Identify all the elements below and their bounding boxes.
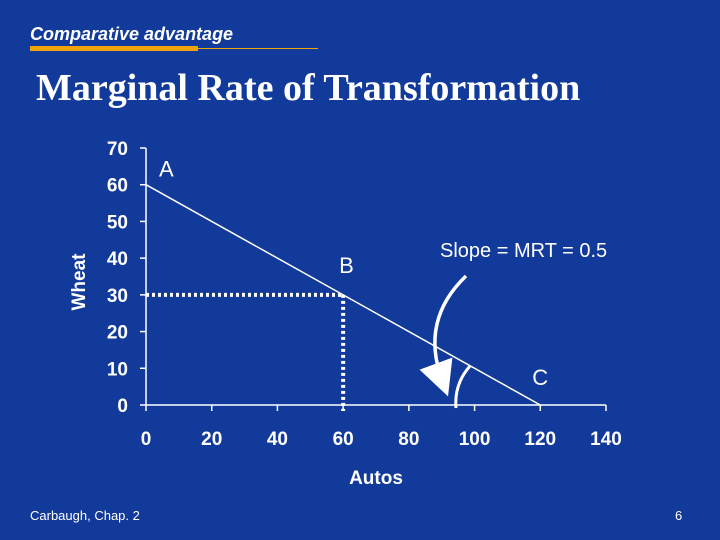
- x-tick-label: 120: [524, 429, 556, 450]
- point-label-a: A: [159, 157, 174, 182]
- x-tick-label: 60: [333, 429, 354, 450]
- y-tick-label: 20: [107, 323, 128, 344]
- y-tick-label: 40: [107, 249, 128, 270]
- footer-source: Carbaugh, Chap. 2: [30, 508, 140, 523]
- x-tick-label: 80: [398, 429, 419, 450]
- x-tick-label: 100: [459, 429, 491, 450]
- x-tick-label: 20: [201, 429, 222, 450]
- ppf-line: [145, 184, 541, 406]
- point-label-b: B: [339, 253, 354, 278]
- y-tick-label: 50: [107, 212, 128, 233]
- annotation-arrow: [419, 274, 468, 397]
- y-axis-title: Wheat: [69, 253, 90, 311]
- page-number: 6: [675, 508, 683, 523]
- x-tick-label: 140: [590, 429, 622, 450]
- x-tick-label: 40: [267, 429, 288, 450]
- y-tick-label: 60: [107, 176, 128, 197]
- x-axis-title: Autos: [349, 468, 403, 489]
- point-label-c: C: [532, 365, 548, 390]
- slope-annotation: Slope = MRT = 0.5: [440, 240, 607, 262]
- slide-title: Marginal Rate of Transformation: [36, 67, 581, 109]
- subtitle-underline-accent: [30, 46, 198, 51]
- slide-subtitle: Comparative advantage: [30, 24, 234, 44]
- y-tick-label: 70: [107, 139, 128, 160]
- x-tick-label: 0: [141, 429, 152, 450]
- y-tick-label: 0: [117, 396, 128, 417]
- y-tick-label: 30: [107, 286, 128, 307]
- subtitle-underline-thin: [198, 48, 318, 49]
- y-tick-label: 10: [107, 359, 128, 380]
- slope-bracket-mark: [454, 365, 472, 409]
